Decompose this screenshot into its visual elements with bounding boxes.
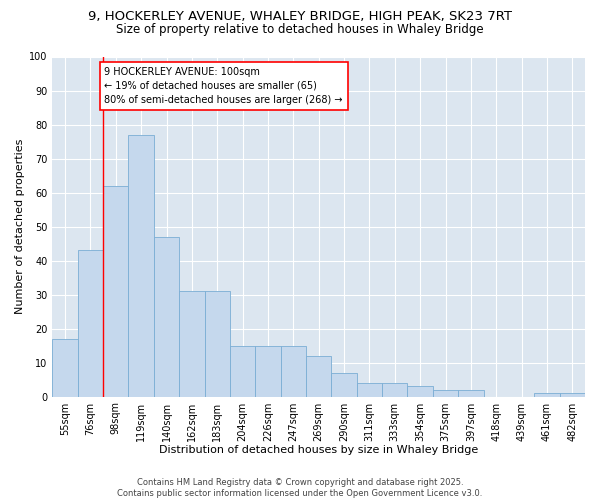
Bar	[255, 346, 281, 397]
Bar	[407, 386, 433, 396]
Bar	[179, 291, 205, 397]
Bar	[458, 390, 484, 396]
Text: 9, HOCKERLEY AVENUE, WHALEY BRIDGE, HIGH PEAK, SK23 7RT: 9, HOCKERLEY AVENUE, WHALEY BRIDGE, HIGH…	[88, 10, 512, 23]
Bar	[128, 134, 154, 396]
Text: Size of property relative to detached houses in Whaley Bridge: Size of property relative to detached ho…	[116, 22, 484, 36]
Bar	[78, 250, 103, 396]
Bar	[281, 346, 306, 397]
Bar	[205, 291, 230, 397]
Bar	[433, 390, 458, 396]
Bar	[306, 356, 331, 397]
Bar	[357, 383, 382, 396]
Bar	[560, 393, 585, 396]
Text: 9 HOCKERLEY AVENUE: 100sqm
← 19% of detached houses are smaller (65)
80% of semi: 9 HOCKERLEY AVENUE: 100sqm ← 19% of deta…	[104, 66, 343, 104]
Bar	[534, 393, 560, 396]
Y-axis label: Number of detached properties: Number of detached properties	[15, 139, 25, 314]
Bar	[52, 339, 78, 396]
X-axis label: Distribution of detached houses by size in Whaley Bridge: Distribution of detached houses by size …	[159, 445, 478, 455]
Bar	[230, 346, 255, 397]
Bar	[154, 237, 179, 396]
Text: Contains HM Land Registry data © Crown copyright and database right 2025.
Contai: Contains HM Land Registry data © Crown c…	[118, 478, 482, 498]
Bar	[331, 373, 357, 396]
Bar	[382, 383, 407, 396]
Bar	[103, 186, 128, 396]
